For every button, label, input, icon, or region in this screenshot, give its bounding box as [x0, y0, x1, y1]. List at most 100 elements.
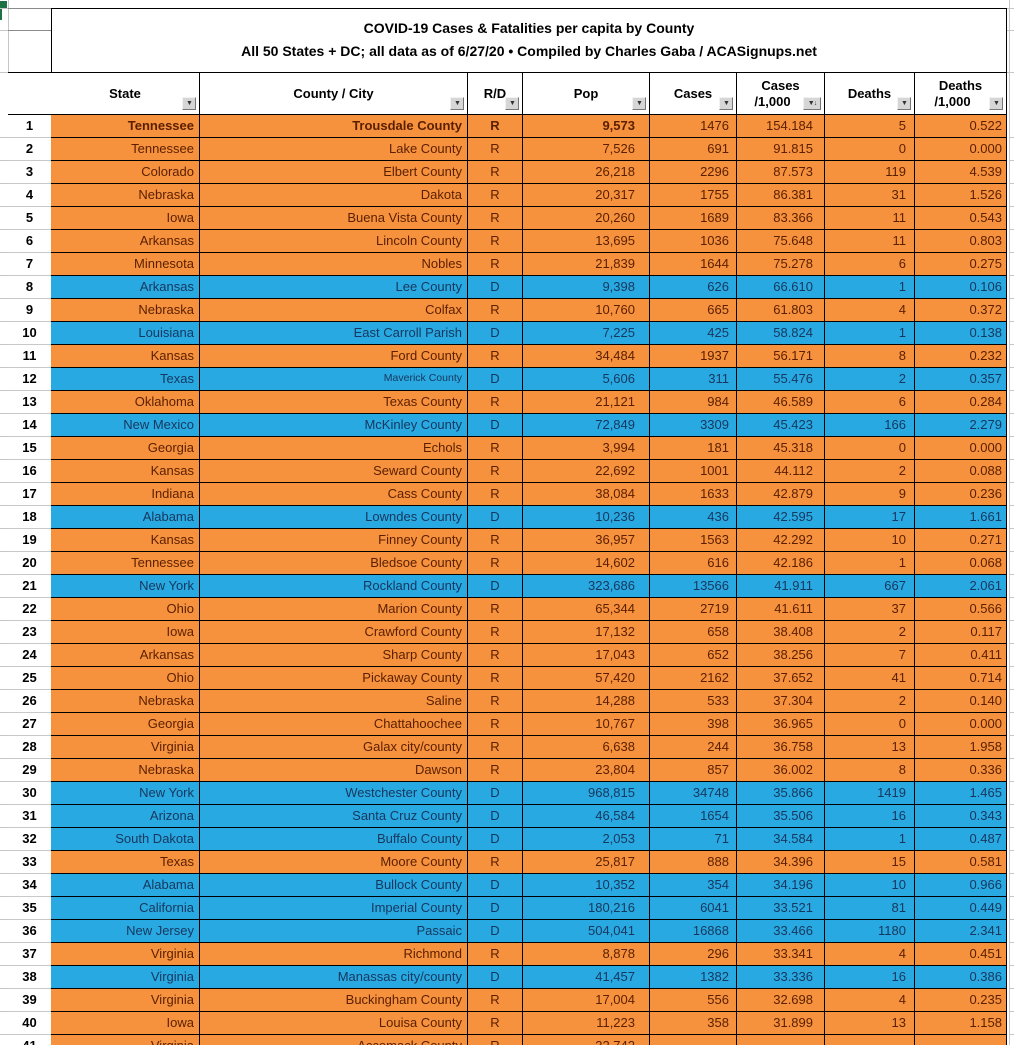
- cell-county[interactable]: Richmond: [200, 943, 468, 966]
- cell-pop[interactable]: 11,223: [523, 1012, 650, 1035]
- cell-pop[interactable]: 32,742: [523, 1035, 650, 1045]
- cell-pop[interactable]: 8,878: [523, 943, 650, 966]
- cell-pop[interactable]: 10,760: [523, 299, 650, 322]
- cell-county[interactable]: Dakota: [200, 184, 468, 207]
- header-county[interactable]: County / City ▼: [200, 73, 468, 115]
- filter-dropdown-icon[interactable]: ▼: [719, 97, 733, 110]
- cell-state[interactable]: Nebraska: [51, 299, 200, 322]
- cell-state[interactable]: Ohio: [51, 598, 200, 621]
- row-number[interactable]: 29: [8, 759, 51, 782]
- cell-deaths[interactable]: 1: [825, 322, 915, 345]
- cell-rd[interactable]: R: [468, 437, 523, 460]
- cell-cases-per-1000[interactable]: 36.758: [737, 736, 825, 759]
- cell-state[interactable]: Minnesota: [51, 253, 200, 276]
- row-number[interactable]: 9: [8, 299, 51, 322]
- cell-state[interactable]: Colorado: [51, 161, 200, 184]
- cell-deaths[interactable]: 166: [825, 414, 915, 437]
- cell-pop[interactable]: 17,004: [523, 989, 650, 1012]
- cell-state[interactable]: Louisiana: [51, 322, 200, 345]
- cell-state[interactable]: Texas: [51, 368, 200, 391]
- cell-state[interactable]: Tennessee: [51, 115, 200, 138]
- cell-deaths[interactable]: 5: [825, 115, 915, 138]
- cell-deaths-per-1000[interactable]: 2.341: [915, 920, 1007, 943]
- cell-pop[interactable]: 10,352: [523, 874, 650, 897]
- cell-cases[interactable]: 354: [650, 874, 737, 897]
- cell-deaths-per-1000[interactable]: 0.543: [915, 207, 1007, 230]
- cell-pop[interactable]: 3,994: [523, 437, 650, 460]
- row-number[interactable]: 16: [8, 460, 51, 483]
- row-number[interactable]: 34: [8, 874, 51, 897]
- row-number[interactable]: 18: [8, 506, 51, 529]
- cell-county[interactable]: Manassas city/county: [200, 966, 468, 989]
- cell-deaths-per-1000[interactable]: 0.451: [915, 943, 1007, 966]
- cell-county[interactable]: Elbert County: [200, 161, 468, 184]
- cell-deaths[interactable]: 15: [825, 851, 915, 874]
- cell-deaths-per-1000[interactable]: 0.336: [915, 759, 1007, 782]
- cell-rd[interactable]: R: [468, 598, 523, 621]
- cell-county[interactable]: Echols: [200, 437, 468, 460]
- cell-state[interactable]: Arkansas: [51, 230, 200, 253]
- cell-state[interactable]: Texas: [51, 851, 200, 874]
- cell-deaths[interactable]: 0: [825, 437, 915, 460]
- cell-rd[interactable]: D: [468, 506, 523, 529]
- row-number[interactable]: 5: [8, 207, 51, 230]
- header-rownum-cell[interactable]: [8, 73, 51, 115]
- cell-rd[interactable]: R: [468, 713, 523, 736]
- cell-state[interactable]: Georgia: [51, 713, 200, 736]
- row-number[interactable]: 39: [8, 989, 51, 1012]
- cell-deaths[interactable]: 0: [825, 713, 915, 736]
- cell-rd[interactable]: R: [468, 253, 523, 276]
- cell-county[interactable]: Crawford County: [200, 621, 468, 644]
- cell-pop[interactable]: 17,132: [523, 621, 650, 644]
- cell-cases-per-1000[interactable]: 42.292: [737, 529, 825, 552]
- cell-cases-per-1000[interactable]: 66.610: [737, 276, 825, 299]
- cell-county[interactable]: Buena Vista County: [200, 207, 468, 230]
- row-number[interactable]: 24: [8, 644, 51, 667]
- cell-rd[interactable]: R: [468, 391, 523, 414]
- cell-county[interactable]: Nobles: [200, 253, 468, 276]
- cell-county[interactable]: Chattahoochee: [200, 713, 468, 736]
- cell-pop[interactable]: 504,041: [523, 920, 650, 943]
- cell-deaths-per-1000[interactable]: 0.714: [915, 667, 1007, 690]
- cell-pop[interactable]: 6,638: [523, 736, 650, 759]
- cell-county[interactable]: Cass County: [200, 483, 468, 506]
- cell-cases-per-1000[interactable]: 44.112: [737, 460, 825, 483]
- cell-state[interactable]: Virginia: [51, 1035, 200, 1045]
- cell-rd[interactable]: D: [468, 897, 523, 920]
- cell-deaths-per-1000[interactable]: 0.236: [915, 483, 1007, 506]
- cell-rd[interactable]: R: [468, 667, 523, 690]
- cell-county[interactable]: Maverick County: [200, 368, 468, 391]
- cell-rd[interactable]: R: [468, 989, 523, 1012]
- cell-pop[interactable]: 22,692: [523, 460, 650, 483]
- cell-cases-per-1000[interactable]: 83.366: [737, 207, 825, 230]
- cell-state[interactable]: Iowa: [51, 621, 200, 644]
- cell-rd[interactable]: R: [468, 644, 523, 667]
- cell-rd[interactable]: R: [468, 690, 523, 713]
- cell-county[interactable]: Passaic: [200, 920, 468, 943]
- cell-pop[interactable]: 10,236: [523, 506, 650, 529]
- cell-deaths[interactable]: 10: [825, 529, 915, 552]
- cell-rd[interactable]: R: [468, 207, 523, 230]
- row-number[interactable]: 21: [8, 575, 51, 598]
- cell-rd[interactable]: R: [468, 552, 523, 575]
- cell-county[interactable]: Ford County: [200, 345, 468, 368]
- filter-dropdown-icon[interactable]: ▼: [632, 97, 646, 110]
- cell-deaths-per-1000[interactable]: 4.539: [915, 161, 1007, 184]
- cell-deaths[interactable]: 37: [825, 598, 915, 621]
- cell-state[interactable]: Tennessee: [51, 552, 200, 575]
- cell-rd[interactable]: R: [468, 943, 523, 966]
- filter-dropdown-icon[interactable]: ▼: [989, 97, 1003, 110]
- cell-pop[interactable]: 20,260: [523, 207, 650, 230]
- cell-deaths[interactable]: 2: [825, 621, 915, 644]
- cell-deaths-per-1000[interactable]: 0.235: [915, 989, 1007, 1012]
- cell-pop[interactable]: 9,573: [523, 115, 650, 138]
- cell-cases[interactable]: 1633: [650, 483, 737, 506]
- cell-deaths-per-1000[interactable]: 0.343: [915, 805, 1007, 828]
- filter-dropdown-icon[interactable]: ▼: [182, 97, 196, 110]
- cell-cases-per-1000[interactable]: 36.002: [737, 759, 825, 782]
- cell-deaths[interactable]: 16: [825, 966, 915, 989]
- cell-state[interactable]: Virginia: [51, 943, 200, 966]
- cell-cases-per-1000[interactable]: 38.256: [737, 644, 825, 667]
- cell-deaths-per-1000[interactable]: 1.158: [915, 1012, 1007, 1035]
- cell-deaths[interactable]: [825, 1035, 915, 1045]
